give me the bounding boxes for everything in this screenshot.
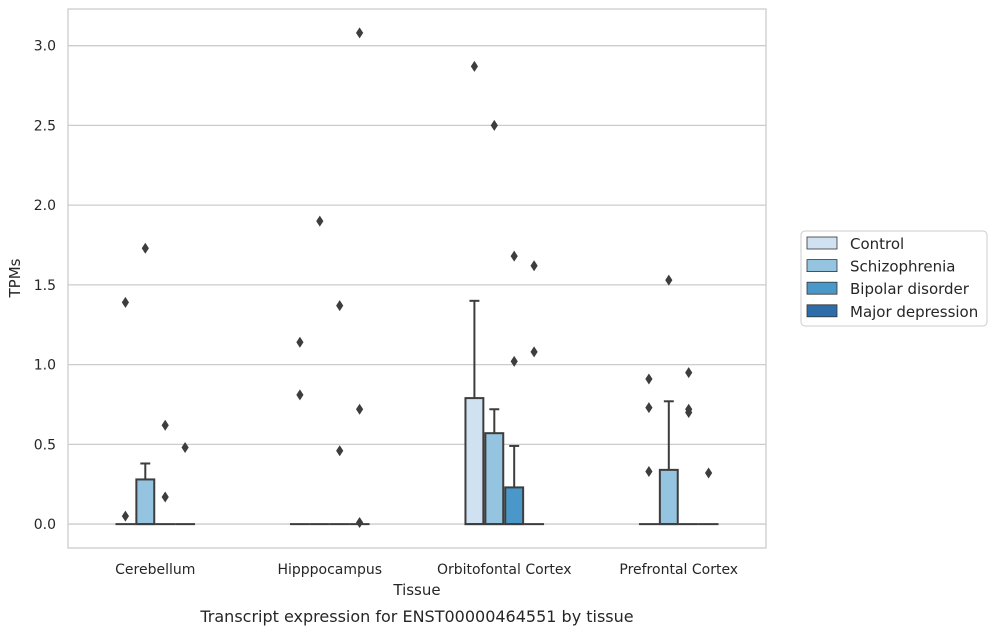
box-0-1 — [135, 462, 156, 526]
outlier-marker — [161, 419, 169, 431]
legend-label: Control — [850, 235, 904, 253]
legend-swatch — [806, 304, 838, 318]
x-tick-label: Orbitofontal Cortex — [437, 562, 572, 578]
y-tick-label: 1.5 — [34, 278, 56, 294]
y-tick-label: 0.5 — [34, 437, 56, 453]
legend-label: Bipolar disorder — [850, 280, 970, 298]
x-tick-label: Cerebellum — [115, 562, 195, 578]
legend-swatch — [806, 281, 838, 295]
box-body — [464, 397, 485, 526]
y-tick-label: 2.0 — [34, 198, 56, 214]
outlier-marker — [685, 403, 693, 415]
legend-frame — [800, 230, 988, 327]
legend-swatch — [806, 259, 838, 273]
outlier-marker — [355, 403, 364, 415]
box-2-0 — [464, 299, 485, 526]
outlier-marker — [181, 442, 189, 454]
box-body — [658, 468, 679, 526]
legend: Control Schizophrenia Bipolar disorder Majo… — [800, 230, 988, 327]
outlier-marker — [355, 516, 364, 528]
y-tick-label: 0.0 — [34, 517, 56, 533]
outlier-marker — [665, 274, 673, 286]
outlier-marker — [336, 445, 344, 457]
outlier-marker — [121, 296, 130, 308]
outlier-marker — [296, 336, 304, 348]
outlier-marker — [645, 402, 653, 414]
box-2-2 — [504, 444, 525, 526]
x-tick-label: Prefrontal Cortex — [619, 562, 738, 578]
outlier-marker — [336, 300, 344, 312]
box-2-1 — [484, 408, 505, 526]
outlier-marker — [121, 510, 130, 522]
y-axis-label: TPMs — [6, 258, 24, 298]
y-tick-label: 2.5 — [34, 118, 56, 134]
y-tick-label: 3.0 — [34, 39, 56, 55]
y-axis-ticks: 0.0 0.5 1.0 1.5 2.0 2.5 3.0 — [34, 39, 56, 533]
box-3-1 — [658, 400, 679, 526]
plot-area-frame — [67, 8, 767, 549]
legend-label: Schizophrenia — [850, 258, 955, 276]
outlier-marker — [316, 215, 324, 227]
outlier-marker — [355, 27, 364, 39]
outlier-marker — [530, 346, 538, 358]
legend-label: Major depression — [850, 303, 978, 321]
outlier-marker — [296, 389, 304, 401]
outlier-marker — [161, 491, 169, 503]
outliers-layer — [121, 27, 713, 528]
outlier-marker — [704, 467, 713, 479]
outlier-marker — [470, 60, 479, 72]
y-tick-label: 1.0 — [34, 358, 56, 374]
outlier-marker — [645, 373, 653, 385]
outlier-marker — [645, 465, 653, 477]
box-body — [135, 478, 156, 526]
x-axis-ticks: Cerebellum Hipppocampus Orbitofontal Corte… — [115, 562, 738, 578]
x-axis-label: Tissue — [392, 581, 440, 599]
boxes-layer — [115, 299, 719, 526]
outlier-marker — [510, 250, 518, 262]
outlier-marker — [141, 242, 149, 254]
outlier-marker — [530, 260, 538, 272]
box-body — [504, 486, 525, 526]
outlier-marker — [490, 119, 498, 131]
box-body — [484, 432, 505, 526]
legend-swatch — [806, 236, 838, 250]
x-tick-label: Hipppocampus — [277, 562, 382, 578]
chart-caption: Transcript expression for ENST0000046455… — [199, 607, 633, 626]
outlier-marker — [685, 367, 693, 379]
outlier-marker — [510, 355, 518, 367]
